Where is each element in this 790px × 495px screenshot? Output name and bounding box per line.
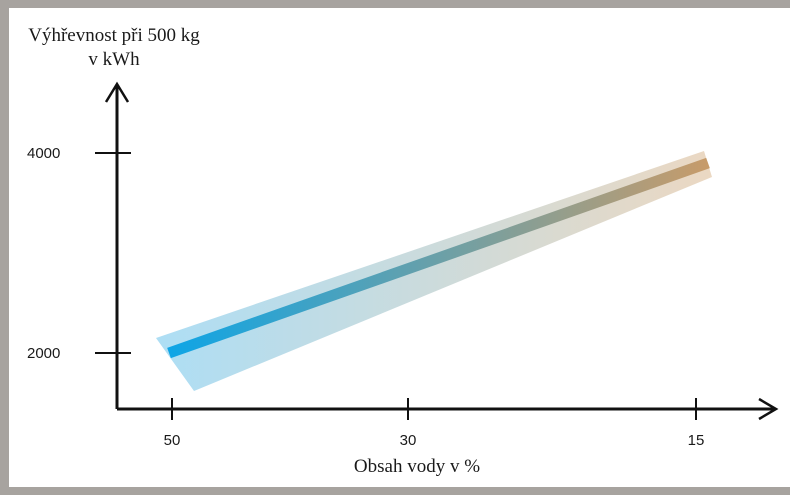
y-axis-label-line2: v kWh — [88, 49, 140, 70]
x-axis-arrow-icon — [758, 397, 779, 421]
trend-line — [167, 157, 710, 359]
chart-frame: 50 30 15 2000 4000 Výhřevnost při 500 kg v k… — [9, 8, 790, 487]
y-axis-arrow-icon — [104, 81, 130, 103]
x-tick-label: 50 — [164, 432, 181, 449]
y-tick-label: 2000 — [27, 345, 60, 362]
y-axis-label-line1: Výhřevnost při 500 kg — [28, 25, 200, 46]
x-axis-label: Obsah vody v % — [354, 456, 480, 477]
y-tick-label: 4000 — [27, 145, 60, 162]
water-content-heating-value-chart: 50 30 15 2000 4000 Výhřevnost při 500 kg v k… — [27, 25, 779, 477]
x-tick-label: 15 — [688, 432, 705, 449]
x-tick-label: 30 — [400, 432, 417, 449]
